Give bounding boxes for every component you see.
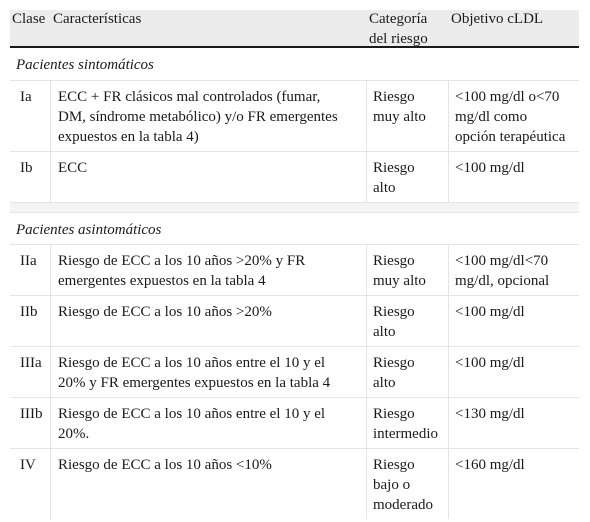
cell-caracteristicas: Riesgo de ECC a los 10 años entre el 10 …: [58, 355, 331, 391]
cell-caracteristicas: Riesgo de ECC a los 10 años entre el 10 …: [58, 406, 326, 442]
cell-riesgo: Riesgo bajo o moderado: [373, 457, 433, 513]
table-row: IIa Riesgo de ECC a los 10 años >20% y F…: [10, 245, 579, 296]
cell-objetivo: <160 mg/dl: [455, 457, 525, 473]
cell-caracteristicas: Riesgo de ECC a los 10 años >20% y FR em…: [58, 253, 306, 289]
table-row: IIIb Riesgo de ECC a los 10 años entre e…: [10, 398, 579, 449]
table-row: IIb Riesgo de ECC a los 10 años >20% Rie…: [10, 296, 579, 347]
cell-caracteristicas: ECC + FR clásicos mal controlados (fumar…: [58, 89, 338, 145]
section-title: Pacientes asintomáticos: [16, 222, 162, 238]
section-divider: [10, 203, 579, 213]
cell-riesgo: Riesgo muy alto: [373, 253, 426, 289]
cell-clase: IIIb: [20, 406, 43, 422]
header-caracteristicas: Características: [53, 11, 142, 27]
header-objetivo: Objetivo cLDL: [451, 11, 544, 27]
header-clase: Clase: [12, 11, 46, 27]
cell-riesgo: Riesgo intermedio: [373, 406, 438, 442]
cell-riesgo: Riesgo alto: [373, 160, 415, 196]
cell-clase: IIIa: [20, 355, 42, 371]
cell-objetivo: <100 mg/dl: [455, 355, 525, 371]
cell-caracteristicas: ECC: [58, 160, 88, 176]
cell-objetivo: <100 mg/dl<70 mg/dl, opcional: [455, 253, 550, 289]
table-header: Clase Características Categoría del ries…: [10, 10, 579, 48]
cell-riesgo: Riesgo alto: [373, 304, 415, 340]
cell-clase: IV: [20, 457, 36, 473]
cell-objetivo: <100 mg/dl o<70 mg/dl como opción terapé…: [455, 89, 566, 145]
cell-clase: IIa: [20, 253, 37, 269]
risk-table: Clase Características Categoría del ries…: [10, 10, 579, 519]
cell-objetivo: <130 mg/dl: [455, 406, 525, 422]
header-categoria: Categoría del riesgo: [369, 11, 428, 47]
cell-riesgo: Riesgo muy alto: [373, 89, 426, 125]
section-header-asymptomatic: Pacientes asintomáticos: [10, 213, 579, 245]
cell-riesgo: Riesgo alto: [373, 355, 415, 391]
cell-clase: IIb: [20, 304, 38, 320]
section-header-symptomatic: Pacientes sintomáticos: [10, 48, 579, 81]
table-row: IV Riesgo de ECC a los 10 años <10% Ries…: [10, 449, 579, 519]
table-row: IIIa Riesgo de ECC a los 10 años entre e…: [10, 347, 579, 398]
cell-caracteristicas: Riesgo de ECC a los 10 años <10%: [58, 457, 272, 473]
cell-objetivo: <100 mg/dl: [455, 160, 525, 176]
table-row: Ib ECC Riesgo alto <100 mg/dl: [10, 152, 579, 203]
cell-objetivo: <100 mg/dl: [455, 304, 525, 320]
table-row: Ia ECC + FR clásicos mal controlados (fu…: [10, 81, 579, 152]
cell-clase: Ia: [20, 89, 32, 105]
section-title: Pacientes sintomáticos: [16, 57, 154, 73]
cell-clase: Ib: [20, 160, 33, 176]
cell-caracteristicas: Riesgo de ECC a los 10 años >20%: [58, 304, 272, 320]
